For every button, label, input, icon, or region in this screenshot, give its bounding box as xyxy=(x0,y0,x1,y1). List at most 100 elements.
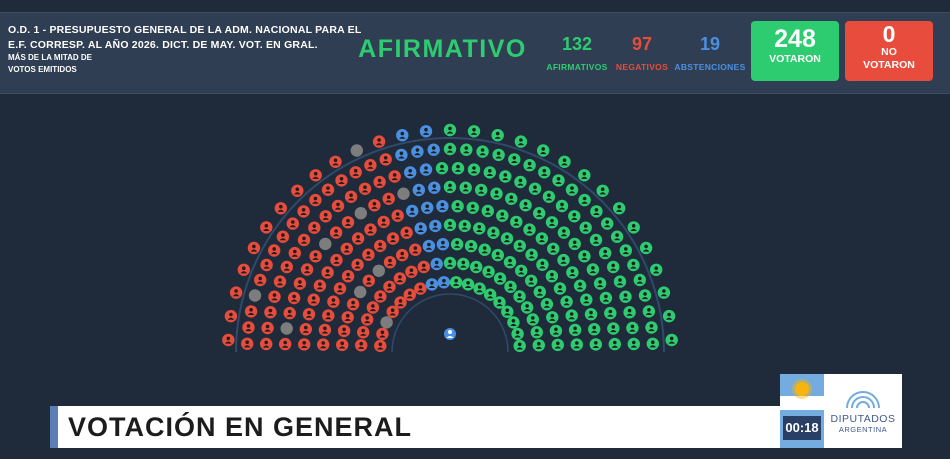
legislator-body-icon xyxy=(485,273,492,276)
legislator-head-icon xyxy=(511,319,516,323)
seat-negativo xyxy=(403,288,416,301)
seat-afirmativo xyxy=(657,286,671,299)
seat-afirmativo xyxy=(460,143,473,156)
legislator-head-icon xyxy=(508,258,512,263)
legislator-body-icon xyxy=(279,238,287,241)
legislator-head-icon xyxy=(582,252,587,257)
seat-negativo xyxy=(414,282,427,295)
seat-ausente xyxy=(380,316,393,329)
legislator-head-icon xyxy=(632,340,636,345)
legislator-body-icon xyxy=(513,223,520,226)
legislator-body-icon xyxy=(587,315,595,318)
legislator-head-icon xyxy=(313,252,318,257)
legislator-head-icon xyxy=(264,224,269,228)
legislator-head-icon xyxy=(272,293,277,297)
legislator-body-icon xyxy=(349,305,357,308)
legislator-head-icon xyxy=(603,249,607,254)
legislator-head-icon xyxy=(527,161,532,166)
seat-afirmativo xyxy=(530,326,543,339)
legislator-head-icon xyxy=(378,242,383,247)
legislator-head-icon xyxy=(313,171,318,176)
seat-afirmativo xyxy=(537,144,550,157)
seat-negativo xyxy=(286,217,299,230)
legislator-head-icon xyxy=(448,221,452,226)
seat-negativo xyxy=(400,226,413,239)
seat-afirmativo xyxy=(552,174,565,187)
legislator-body-icon xyxy=(403,234,410,237)
seat-afirmativo xyxy=(650,263,663,276)
motion-title-line: E.F. CORRESP. AL AÑO 2026. DICT. DE MAY.… xyxy=(8,39,318,51)
legislator-body-icon xyxy=(616,283,624,286)
seat-afirmativo xyxy=(546,311,559,324)
legislator-head-icon xyxy=(229,312,233,317)
legislator-body-icon xyxy=(283,268,290,271)
legislator-body-icon xyxy=(668,341,675,344)
majority-rule: MÁS DE LA MITAD DE VOTOS EMITIDOS xyxy=(8,52,138,76)
legislator-body-icon xyxy=(462,189,469,192)
legislator-body-icon xyxy=(240,271,247,274)
legislator-body-icon xyxy=(414,153,421,156)
legislator-head-icon xyxy=(454,278,458,283)
seat-negativo xyxy=(376,327,389,341)
vote-timer: 00:18 xyxy=(783,416,821,440)
seat-negativo xyxy=(254,273,267,287)
lower-third-banner: VOTACIÓN EN GENERAL xyxy=(50,406,780,448)
legislator-body-icon xyxy=(225,341,232,344)
legislator-head-icon xyxy=(469,242,473,247)
legislator-body-icon xyxy=(592,345,599,348)
seat-afirmativo xyxy=(557,253,570,267)
seat-afirmativo xyxy=(538,166,551,179)
legislator-body-icon xyxy=(446,226,454,229)
legislator-body-icon xyxy=(507,288,514,291)
seat-negativo xyxy=(313,279,327,292)
legislator-body-icon xyxy=(408,273,415,276)
legislator-head-icon xyxy=(482,246,487,250)
legislator-body-icon xyxy=(382,160,389,163)
seat-negativo xyxy=(327,295,340,308)
legislator-head-icon xyxy=(550,218,554,223)
majority-rule-line: MÁS DE LA MITAD DE xyxy=(8,53,92,62)
seat-afirmativo xyxy=(481,204,494,218)
legislator-head-icon xyxy=(383,156,388,160)
legislator-head-icon xyxy=(517,342,522,347)
legislator-body-icon xyxy=(257,281,264,284)
legislator-body-icon xyxy=(592,241,600,244)
seat-negativo xyxy=(291,184,304,197)
legislator-head-icon xyxy=(313,196,318,201)
seat-afirmativo xyxy=(528,182,542,195)
legislator-head-icon xyxy=(562,158,567,162)
legislator-body-icon xyxy=(250,249,258,252)
legislator-body-icon xyxy=(417,229,424,232)
seat-ausente xyxy=(354,285,367,299)
seat-dot xyxy=(350,144,363,157)
flag-white-stripe xyxy=(780,396,824,410)
seat-negativo xyxy=(417,260,430,274)
legislator-head-icon xyxy=(538,288,542,293)
legislator-head-icon xyxy=(472,127,476,132)
legislator-head-icon xyxy=(515,330,520,335)
legislator-head-icon xyxy=(440,202,445,207)
legislator-body-icon xyxy=(301,345,308,348)
legislator-body-icon xyxy=(296,285,304,288)
legislator-head-icon xyxy=(570,186,574,190)
legislator-head-icon xyxy=(456,164,460,169)
legislator-head-icon xyxy=(366,251,371,255)
seat-negativo xyxy=(333,282,347,295)
seat-negativo xyxy=(394,296,407,309)
seat-afirmativo xyxy=(599,291,613,305)
legislator-head-icon xyxy=(537,341,541,346)
seat-afirmativo xyxy=(565,183,579,196)
legislator-head-icon xyxy=(368,226,373,230)
legislator-body-icon xyxy=(665,317,673,320)
legislator-head-icon xyxy=(346,218,350,223)
vote-result: AFIRMATIVO xyxy=(358,35,527,63)
legislator-head-icon xyxy=(455,202,460,207)
legislator-body-icon xyxy=(622,252,629,255)
legislator-body-icon xyxy=(602,254,609,257)
afirmativos-count: 132 AFIRMATIVOS xyxy=(545,33,609,73)
seat-negativo xyxy=(329,155,342,168)
seat-ausente xyxy=(319,237,332,251)
legislator-body-icon xyxy=(290,299,298,302)
legislator-head-icon xyxy=(477,225,482,229)
seat-negativo xyxy=(237,263,250,276)
